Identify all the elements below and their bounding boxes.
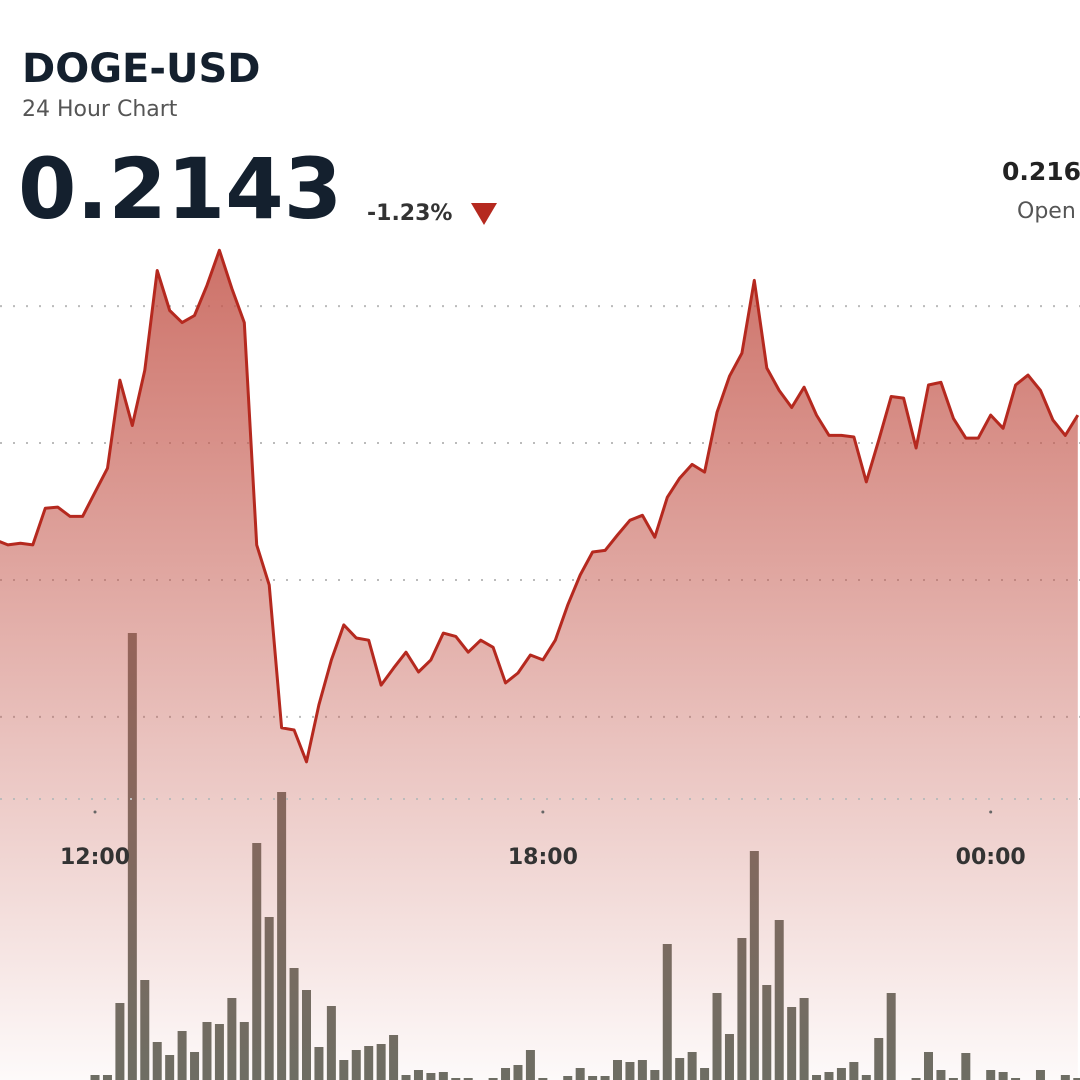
price-area [0,250,1078,1080]
chart-subtitle: 24 Hour Chart [22,97,178,122]
open-value: 0.216 [1002,157,1080,186]
x-tick [989,810,993,814]
x-tick-label: 12:00 [60,845,130,870]
down-arrow [471,203,497,225]
chart-title: DOGE-USD [22,46,260,92]
price-line [0,248,1080,764]
plot-area: 12:00 18:00 00:00 [0,248,1080,1080]
current-price: 0.2143 [18,140,342,238]
x-tick-label: 00:00 [956,845,1026,870]
price-change: -1.23% [367,201,452,226]
open-label: Open [1017,199,1076,224]
x-tick [541,810,545,814]
x-tick [93,810,97,814]
x-tick-label: 18:00 [508,845,578,870]
